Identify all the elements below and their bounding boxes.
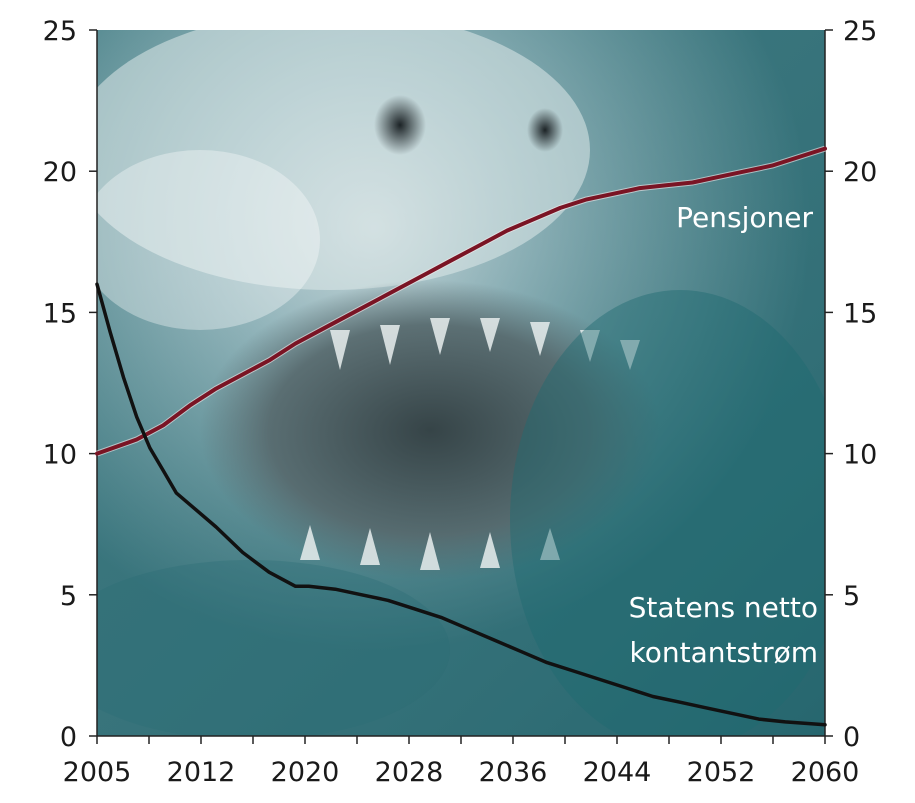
y-tick-label-left: 25 (43, 16, 77, 47)
y-tick-label-right: 25 (843, 16, 877, 47)
x-tick-label: 2028 (375, 757, 444, 788)
x-tick-label: 2005 (63, 757, 132, 788)
x-tick-label: 2044 (583, 757, 652, 788)
series-lines (95, 145, 827, 727)
tick-marks (89, 29, 833, 744)
x-tick-label: 2052 (687, 757, 756, 788)
x-tick-label: 2036 (479, 757, 548, 788)
y-tick-label-left: 20 (43, 157, 77, 188)
y-tick-label-right: 0 (843, 722, 860, 753)
x-tick-label: 2060 (791, 757, 860, 788)
series-line-1 (95, 282, 827, 727)
y-tick-label-right: 10 (843, 440, 877, 471)
y-tick-label-right: 5 (843, 581, 860, 612)
series-label-statens-netto-kontantstrom: kontantstrøm (630, 636, 818, 669)
y-tick-label-right: 15 (843, 298, 877, 329)
y-tick-label-left: 15 (43, 298, 77, 329)
series-label-statens-netto-kontantstrom: Statens netto (629, 591, 818, 624)
y-tick-label-left: 10 (43, 440, 77, 471)
series-label-pensjoner: Pensjoner (676, 201, 813, 234)
series-line-0 (95, 146, 827, 456)
x-tick-label: 2020 (271, 757, 340, 788)
y-tick-label-right: 20 (843, 157, 877, 188)
y-tick-label-left: 5 (60, 581, 77, 612)
series-labels: Pensjoner Statens netto kontantstrøm (629, 201, 818, 669)
shark-photo-background (97, 30, 825, 736)
x-tick-label: 2012 (167, 757, 236, 788)
y-tick-label-left: 0 (60, 722, 77, 753)
